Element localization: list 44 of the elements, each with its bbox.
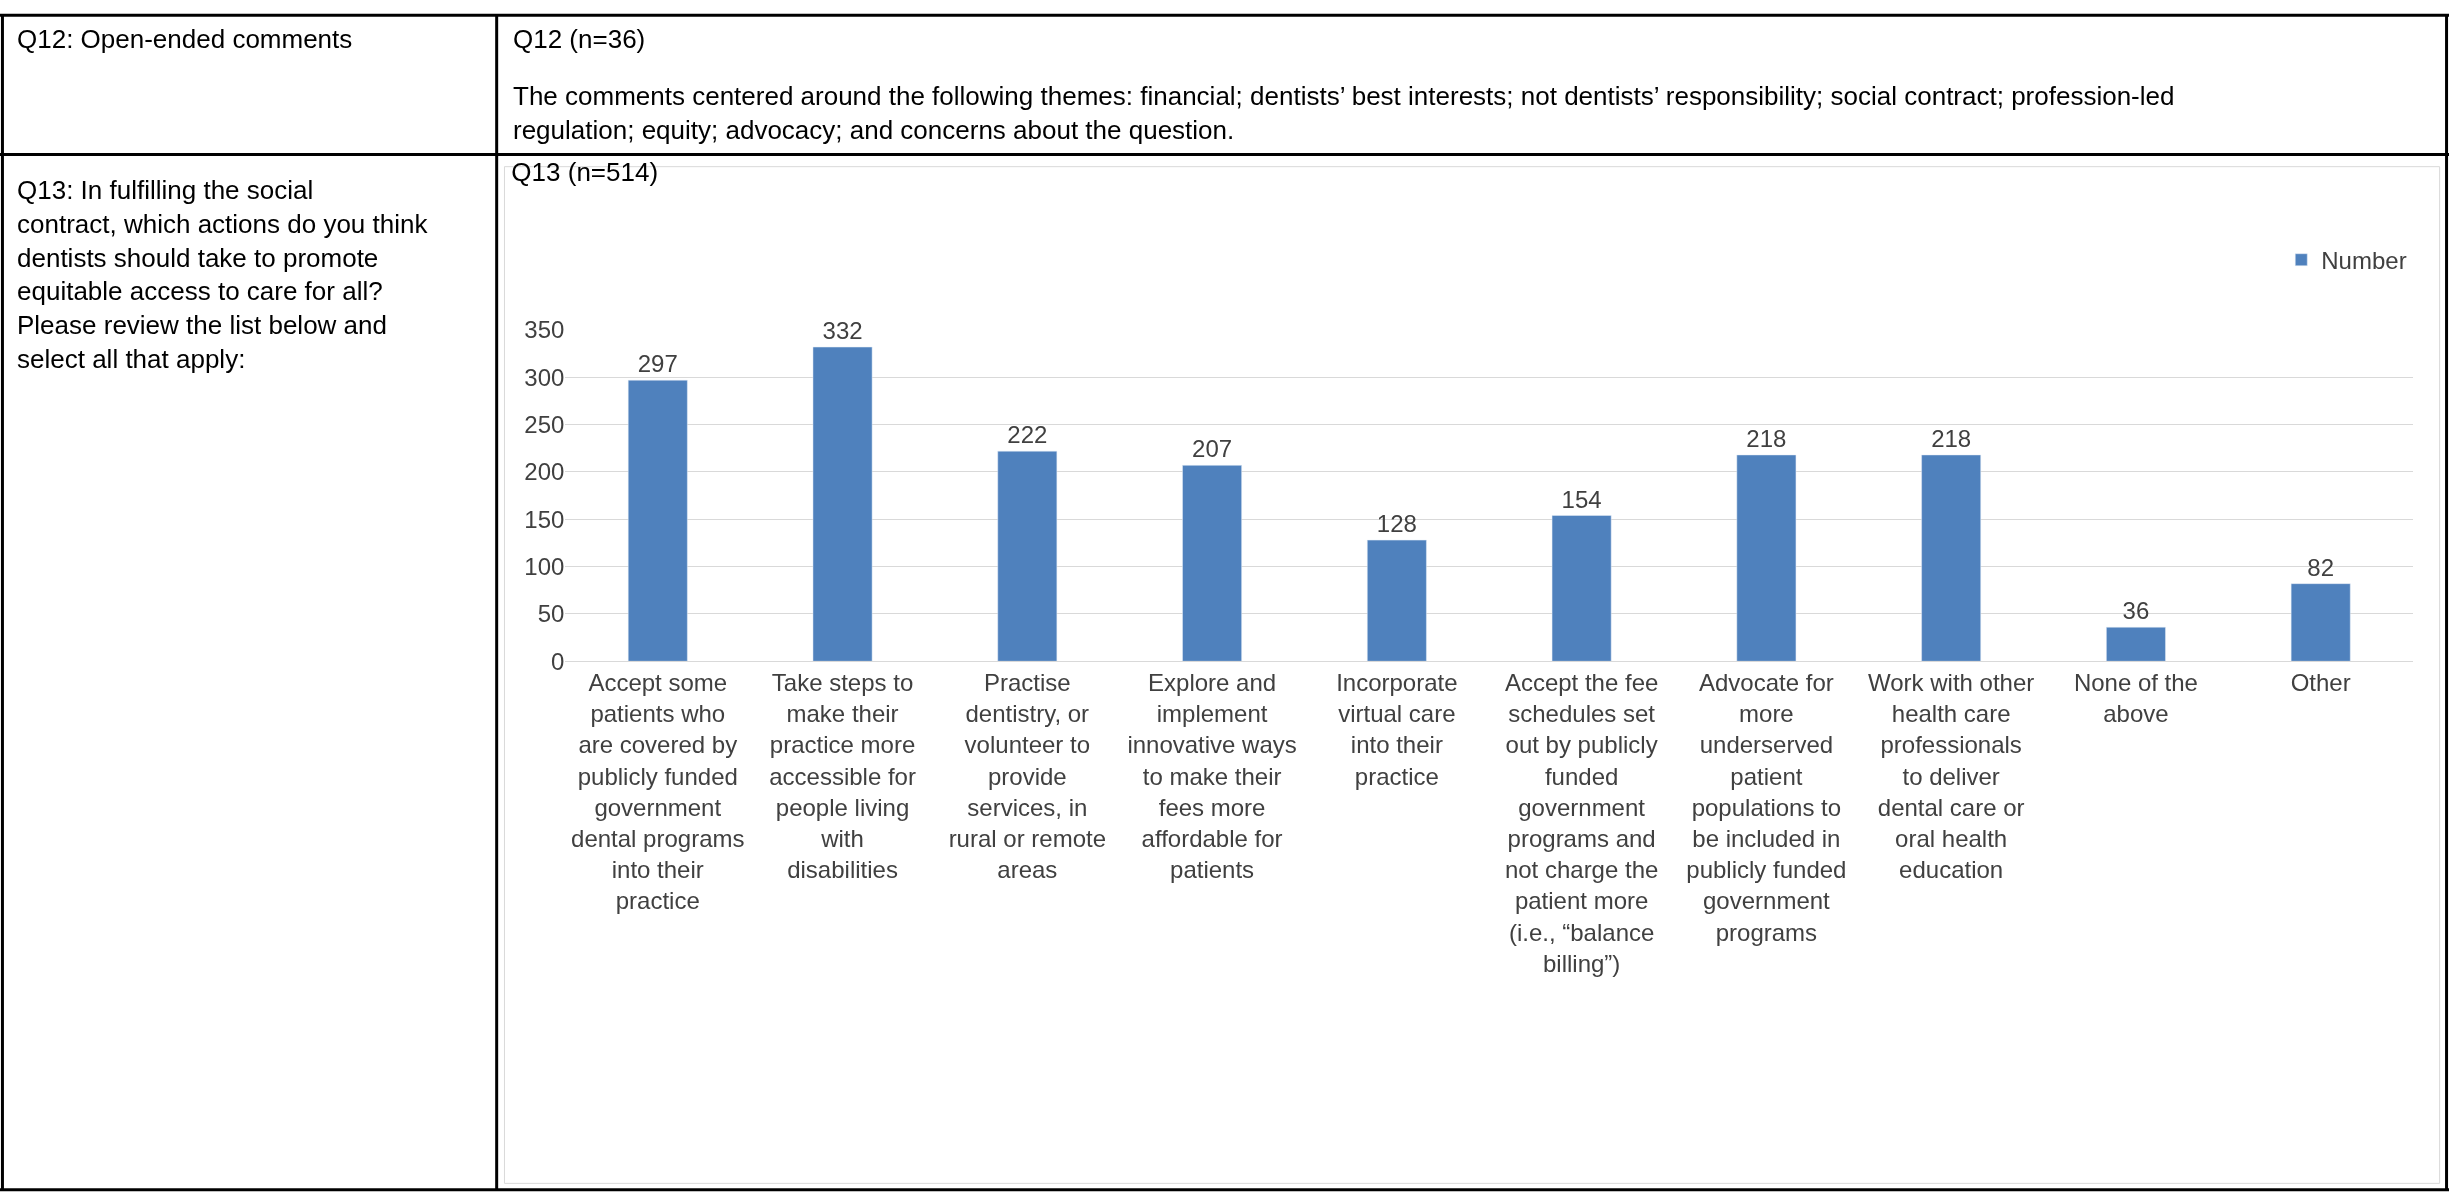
data-label: 218 (1931, 424, 1972, 452)
y-tick-label: 200 (524, 458, 565, 486)
x-tick-label: Take steps to make their practice more accessible for people living with disabilities (769, 669, 916, 884)
x-tick-label: Work with other health care professionals to deliver dental care or oral health education (1868, 669, 2035, 884)
bar (2290, 583, 2351, 662)
bar (1367, 539, 1427, 662)
x-tick-label: Explore and implement innovative ways to make their fees more affordable for patients (1127, 669, 1297, 884)
bar (2106, 626, 2166, 662)
y-tick-label: 250 (524, 411, 565, 439)
y-tick-label: 300 (524, 363, 565, 391)
data-label: 222 (1007, 421, 1048, 449)
bar (812, 346, 873, 662)
data-label: 297 (637, 350, 678, 378)
bar (1921, 454, 1981, 662)
data-label: 36 (2122, 597, 2150, 625)
data-label: 82 (2307, 553, 2335, 581)
data-label: 218 (1746, 424, 1787, 452)
x-tick-label: Incorporate virtual care into their practice (1336, 669, 1458, 790)
bar (1551, 515, 1612, 662)
data-label: 207 (1192, 435, 1233, 463)
y-tick-label: 350 (524, 316, 565, 344)
category-label: Accept the fee schedules set out by publicly funded government programs and not charge the patient more (i.e., “balance billing”) (1504, 669, 1659, 977)
text: Q12: Open-ended comments (17, 24, 353, 54)
y-tick-label: 50 (537, 600, 565, 628)
x-tick-label: None of the above (2073, 669, 2198, 728)
bar (1736, 454, 1797, 662)
y-tick-label: 150 (524, 505, 565, 533)
text: Q13: In fulfilling the social contract, which actions do you think dentists should take to promote equitable access to care for all? Please review the list below and select all that apply: (17, 175, 429, 374)
y-tick-label: 0 (551, 647, 565, 675)
data-label: 332 (822, 317, 863, 345)
bar (997, 450, 1058, 662)
y-tick-label: 100 (524, 553, 565, 581)
legend-label: Number (2321, 247, 2407, 275)
x-tick-label: Accept some patients who are covered by publicly funded government dental programs into their practice (571, 669, 745, 915)
x-tick-label: Practise dentistry, or volunteer to provide services, in rural or remote areas (948, 669, 1107, 884)
category-label: Advocate for more underserved patient populations to be included in publicly funded government programs (1686, 669, 1847, 946)
bar (1182, 465, 1242, 662)
x-tick-label: Other (2290, 669, 2351, 697)
data-label: 154 (1561, 485, 1602, 513)
data-label: 128 (1376, 510, 1417, 538)
bar (627, 379, 688, 662)
chart-title: Q13 (n=514) (511, 157, 659, 188)
text: The comments centered around the following themes: financial; dentists’ best interests; not dentists’ responsibility; social contract; profession-led regulation; equity; advocacy; and concerns about the question. (513, 81, 2175, 145)
text: Q12 (n=36) (513, 24, 646, 54)
